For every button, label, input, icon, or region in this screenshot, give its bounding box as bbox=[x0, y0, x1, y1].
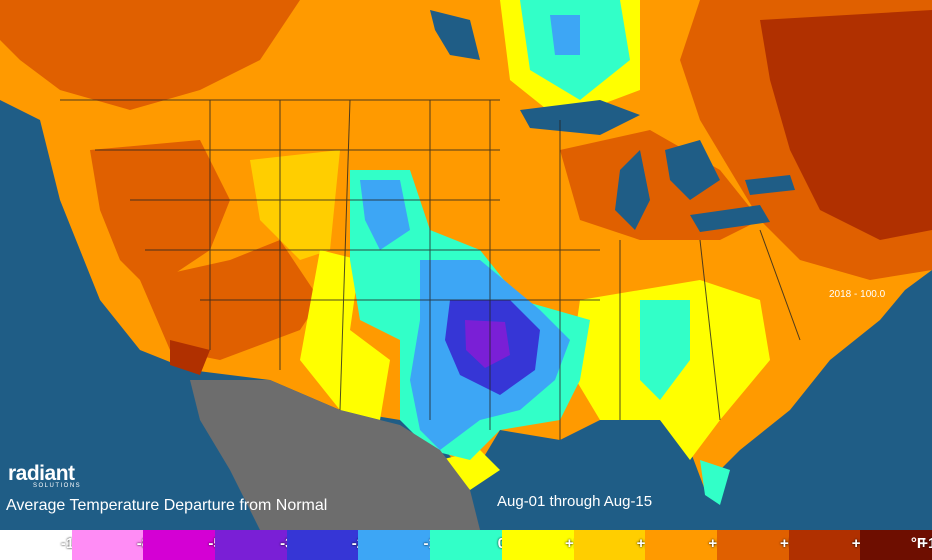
legend-swatch: +5 bbox=[716, 530, 797, 560]
year-note: 2018 - 100.0 bbox=[829, 289, 886, 300]
date-range: Aug-01 through Aug-15 bbox=[497, 493, 653, 510]
legend-swatch: -15 bbox=[0, 530, 83, 560]
color-legend: -15-8-5-3-2-10+1+2+3+5+8 +15 bbox=[0, 530, 932, 560]
legend-swatch: 0 bbox=[430, 530, 506, 560]
legend-swatch: +8 bbox=[788, 530, 869, 560]
legend-swatch: +1 bbox=[501, 530, 582, 560]
legend-swatch: -1 bbox=[358, 530, 437, 560]
unit-label: °F bbox=[910, 535, 926, 552]
legend-swatch: -3 bbox=[215, 530, 293, 560]
legend-swatch: +3 bbox=[645, 530, 725, 560]
legend-swatch: -2 bbox=[286, 530, 365, 560]
logo-subtitle: SOLUTIONS bbox=[33, 483, 82, 489]
temperature-map bbox=[0, 0, 932, 530]
legend-swatch: +2 bbox=[573, 530, 654, 560]
radiant-logo: radiant bbox=[8, 462, 75, 485]
legend-swatch: +15 bbox=[860, 530, 932, 560]
map-title: Average Temperature Departure from Norma… bbox=[6, 497, 328, 514]
legend-swatch: -5 bbox=[143, 530, 222, 560]
legend-label: +15 bbox=[919, 535, 932, 552]
legend-swatch: -8 bbox=[71, 530, 150, 560]
